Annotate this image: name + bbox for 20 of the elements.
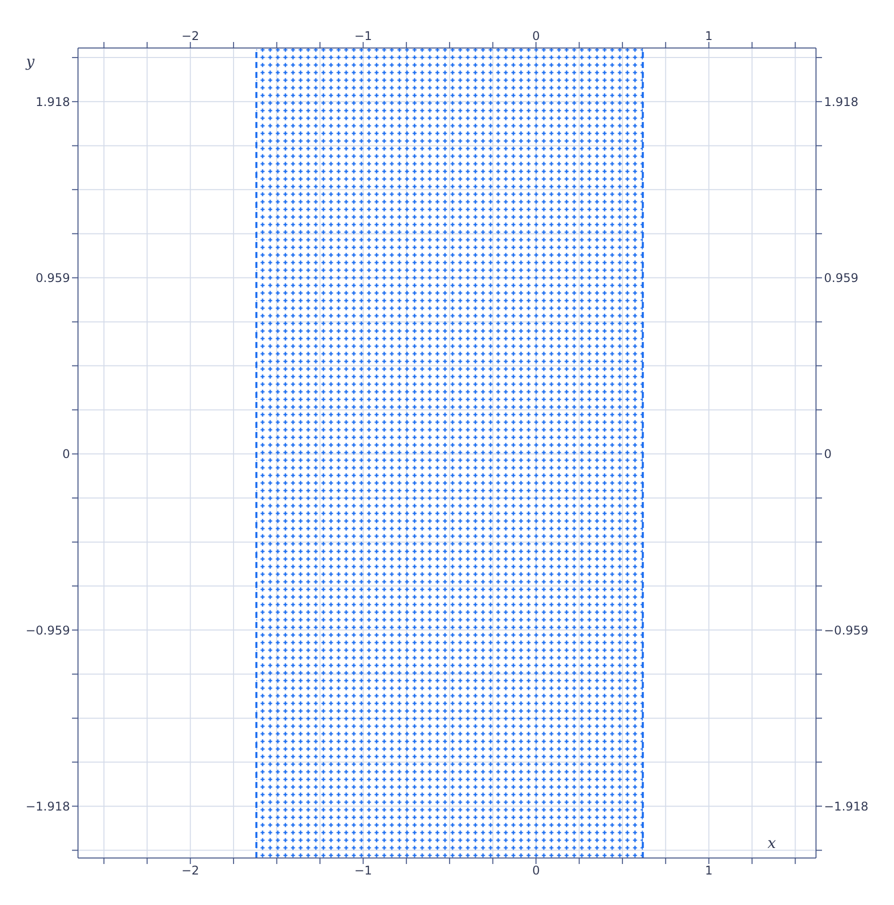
y2-tick-label: 0 <box>824 447 832 462</box>
y-tick-label: −0.959 <box>26 623 70 638</box>
y-tick-label: 1.918 <box>36 94 70 109</box>
x2-tick-label: −1 <box>354 864 372 878</box>
x-axis-title: x <box>768 834 777 852</box>
y2-tick-label: −1.918 <box>824 799 868 814</box>
x2-tick-label: −2 <box>181 864 200 878</box>
y-tick-label: 0 <box>62 447 70 462</box>
x-tick-label: 1 <box>705 29 713 43</box>
x2-tick-label: 0 <box>532 864 540 878</box>
y2-tick-label: 0.959 <box>824 271 858 286</box>
x-tick-label: 0 <box>532 29 540 43</box>
x2-tick-label: 1 <box>705 864 713 878</box>
y-tick-label: 0.959 <box>36 271 70 286</box>
y-tick-label: −1.918 <box>26 799 70 814</box>
x-tick-label: −2 <box>181 29 200 43</box>
y-axis-title: y <box>25 52 35 71</box>
x-tick-label: −1 <box>354 29 372 43</box>
y2-tick-label: 1.918 <box>824 94 858 109</box>
y2-tick-label: −0.959 <box>824 623 868 638</box>
